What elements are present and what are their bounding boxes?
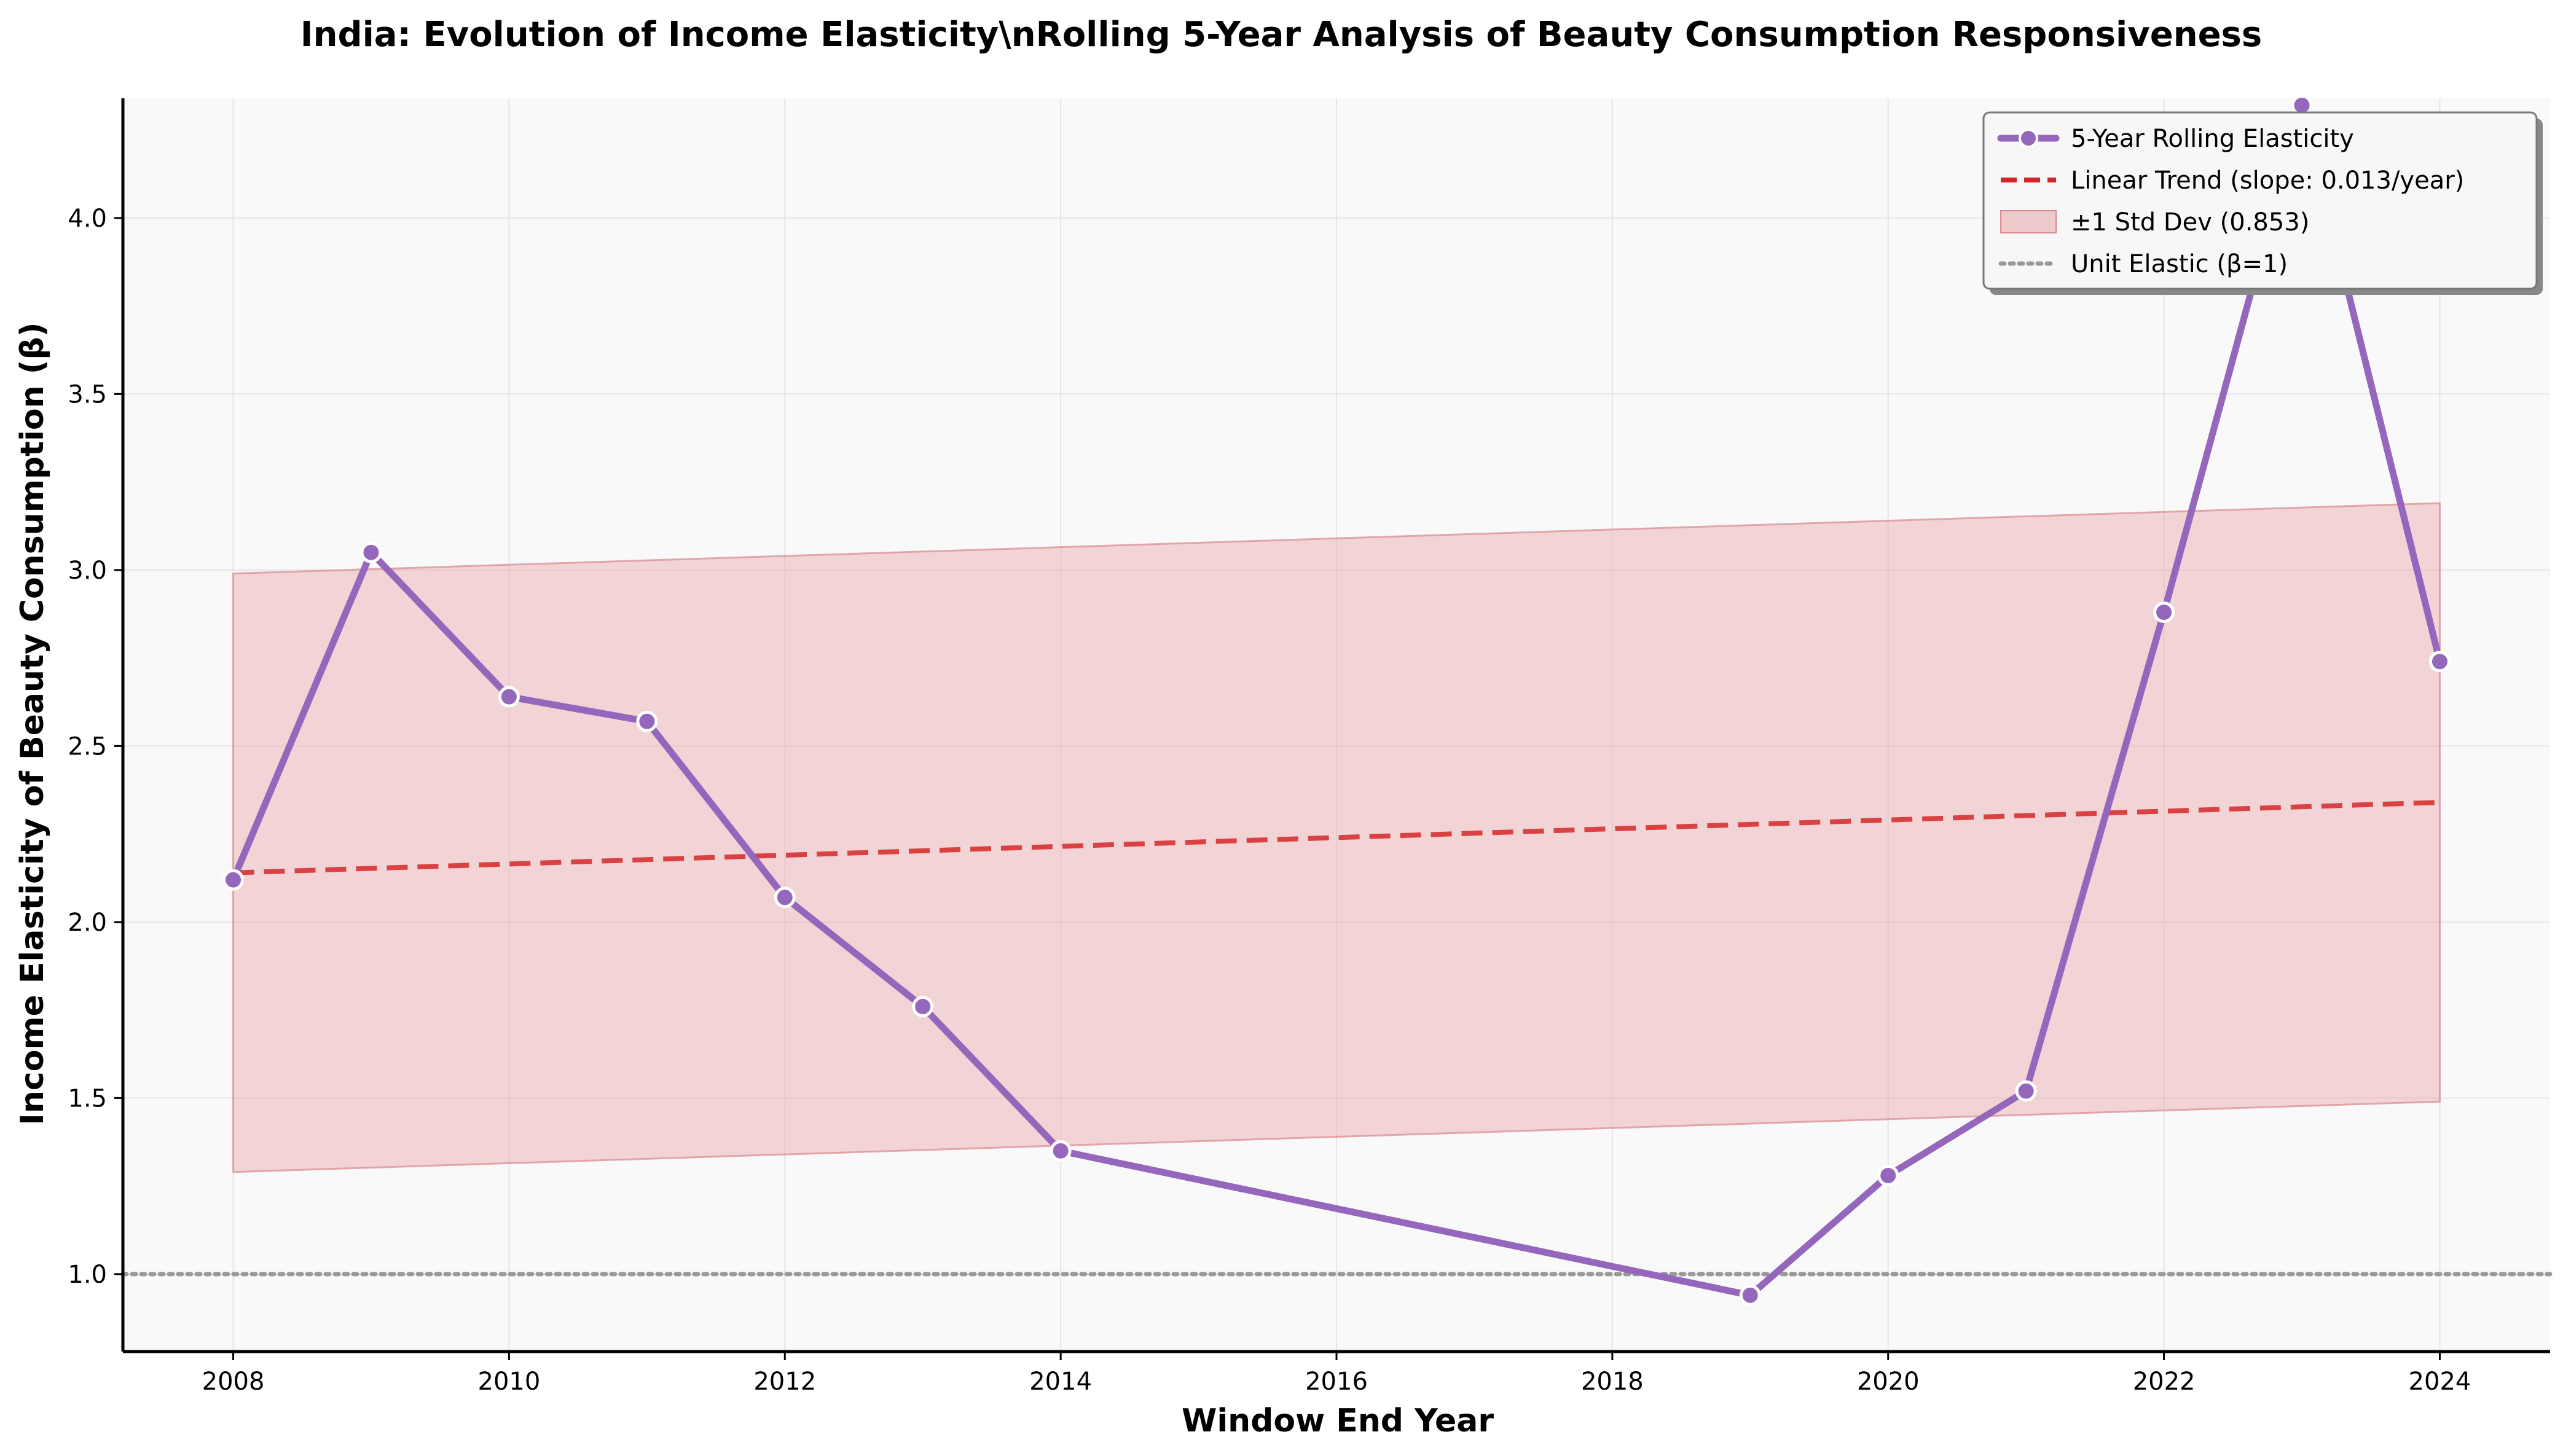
y-tick-label: 2.5 [68,732,107,761]
legend-label: ±1 Std Dev (0.853) [2071,208,2309,237]
legend-swatch-marker [2019,128,2038,148]
y-tick-label: 4.0 [68,205,107,233]
x-tick-label: 2020 [1857,1368,1920,1396]
data-point [1877,1164,1899,1186]
x-tick-label: 2018 [1581,1368,1644,1396]
y-tick-label: 3.5 [68,380,107,409]
data-point [774,887,796,909]
legend-label: Linear Trend (slope: 0.013/year) [2071,166,2464,195]
data-point [2428,651,2451,673]
data-point [1050,1140,1072,1162]
data-point [912,995,934,1017]
y-tick-label: 1.0 [68,1261,107,1289]
data-point [2015,1080,2037,1102]
std-dev-band [232,502,2441,1173]
x-tick-label: 2008 [202,1368,265,1396]
x-tick-label: 2014 [1029,1368,1092,1396]
data-point [1739,1284,1761,1306]
y-tick-label: 3.0 [68,557,107,585]
chart-title: India: Evolution of Income Elasticity\nR… [300,15,2262,55]
legend-label: 5-Year Rolling Elasticity [2071,125,2354,153]
data-point [636,710,658,732]
y-tick-label: 2.0 [68,909,107,937]
legend-label: Unit Elastic (β=1) [2071,250,2288,278]
x-tick-label: 2016 [1305,1368,1368,1396]
plot-area: 2008 2010 2012 2014 2016 2018 2020 2022 2024 1.0 1… [68,94,2553,1396]
legend-box [1982,111,2538,290]
data-point [360,541,382,563]
x-tick-label: 2024 [2409,1368,2471,1396]
x-tick-label: 2010 [478,1368,541,1396]
x-tick-label: 2022 [2133,1368,2196,1396]
x-axis-label: Window End Year [1182,1403,1494,1439]
x-tick-label: 2012 [753,1368,816,1396]
y-tick-label: 1.5 [68,1084,107,1113]
data-point [222,869,245,891]
data-point [2153,601,2175,624]
legend: 5-Year Rolling Elasticity Linear Trend (s… [1982,111,2543,295]
y-axis-label: Income Elasticity of Beauty Consumption … [14,323,51,1125]
data-point [498,686,520,708]
legend-swatch-band [2000,210,2057,233]
